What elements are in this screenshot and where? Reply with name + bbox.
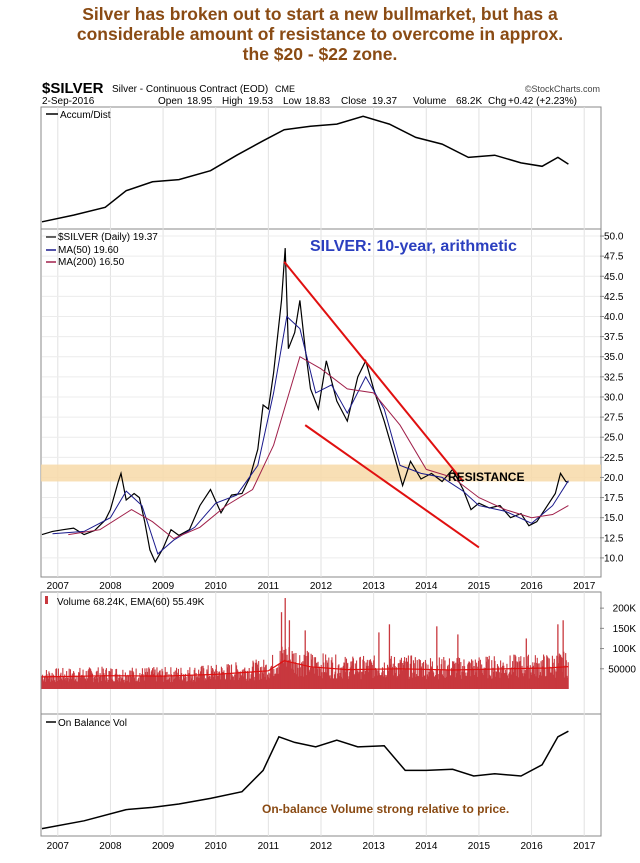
obv-note: On-balance Volume strong relative to pri…: [262, 802, 509, 816]
resistance-band: [41, 464, 601, 482]
low-value: 18.83: [305, 96, 330, 107]
x-tick-2011: 2011: [258, 841, 280, 852]
price-tick-20.0: 20.0: [604, 473, 624, 484]
x-tick-2017: 2017: [573, 581, 596, 592]
quote-row: Open 18.95 High 19.53 Low 18.83 Close 19…: [158, 96, 577, 107]
x-tick-2007: 2007: [47, 841, 70, 852]
x-tick-2014: 2014: [415, 841, 438, 852]
open-label: Open: [158, 96, 182, 107]
x-tick-2013: 2013: [363, 581, 386, 592]
volume-legend-swatch: [45, 596, 48, 604]
price-tick-32.5: 32.5: [604, 372, 624, 383]
lower-trendline: [304, 424, 480, 549]
volume-tick-50000: 50000: [608, 664, 636, 675]
volume-ema-line: [41, 660, 569, 678]
price-tick-15.0: 15.0: [604, 513, 624, 524]
x-tick-2016: 2016: [520, 581, 543, 592]
high-label: High: [222, 96, 243, 107]
x-tick-2013: 2013: [363, 841, 386, 852]
price-x-ticks: 2007 2008 2009 2010 2011 2012 2013 2014 2015 2016…: [47, 581, 596, 592]
watermark: ©StockCharts.com: [525, 84, 600, 94]
x-tick-2009: 2009: [152, 841, 175, 852]
upper-trendline: [283, 261, 464, 483]
headline: Silver has broken out to start a new bul…: [0, 4, 640, 64]
instrument-name: Silver - Continuous Contract (EOD): [112, 84, 268, 95]
x-tick-2007: 2007: [47, 581, 70, 592]
x-tick-2017: 2017: [573, 841, 596, 852]
volume-tick-200K: 200K: [613, 604, 637, 615]
headline-line-1: Silver has broken out to start a new bul…: [82, 4, 558, 24]
x-tick-2015: 2015: [468, 581, 491, 592]
volume-label: Volume: [413, 96, 447, 107]
ma50-legend: MA(50) 19.60: [58, 245, 119, 256]
price-tick-42.5: 42.5: [604, 292, 624, 303]
volume-tick-100K: 100K: [613, 644, 637, 655]
x-tick-2016: 2016: [520, 841, 543, 852]
close-label: Close: [341, 96, 367, 107]
obv-label: On Balance Vol: [58, 718, 127, 729]
price-tick-27.5: 27.5: [604, 413, 624, 424]
price-tick-45.0: 45.0: [604, 272, 624, 283]
open-value: 18.95: [187, 96, 212, 107]
price-tick-12.5: 12.5: [604, 533, 624, 544]
chg-label: Chg: [488, 96, 506, 107]
x-tick-2010: 2010: [205, 581, 228, 592]
price-tick-25.0: 25.0: [604, 433, 624, 444]
price-tick-22.5: 22.5: [604, 453, 624, 464]
x-tick-2012: 2012: [310, 581, 333, 592]
volume-label: Volume 68.24K, EMA(60) 55.49K: [57, 597, 205, 608]
price-tick-35.0: 35.0: [604, 352, 624, 363]
price-tick-40.0: 40.0: [604, 312, 624, 323]
x-tick-2014: 2014: [415, 581, 438, 592]
accum-label: Accum/Dist: [60, 110, 111, 121]
volume-tick-150K: 150K: [613, 624, 637, 635]
price-tick-17.5: 17.5: [604, 493, 624, 504]
obv-x-ticks: 2007 2008 2009 2010 2011 2012 2013 2014 2015 2016…: [47, 841, 596, 852]
close-value: 19.37: [372, 96, 397, 107]
low-label: Low: [283, 96, 302, 107]
price-line: [41, 248, 569, 564]
x-tick-2008: 2008: [99, 581, 122, 592]
ma200-line: [68, 355, 569, 540]
x-tick-2010: 2010: [205, 841, 228, 852]
x-tick-2011: 2011: [258, 581, 280, 592]
grid-lines: [42, 107, 600, 836]
price-legend: $SILVER (Daily) 19.37: [58, 232, 158, 243]
volume-value: 68.2K: [456, 96, 482, 107]
price-tick-47.5: 47.5: [604, 252, 624, 263]
volume-y-ticks: 50000 100K 150K 200K: [600, 604, 637, 675]
x-tick-2008: 2008: [99, 841, 122, 852]
resistance-label: RESISTANCE: [448, 470, 524, 484]
chg-value: +0.42 (+2.23%): [508, 96, 577, 107]
x-tick-2015: 2015: [468, 841, 491, 852]
price-tick-37.5: 37.5: [604, 332, 624, 343]
quote-date: 2-Sep-2016: [42, 96, 95, 107]
price-tick-50.0: 50.0: [604, 232, 624, 243]
ma200-legend: MA(200) 16.50: [58, 257, 125, 268]
price-y-ticks: 10.0 12.5 15.0 17.5 20.0 22.5 25.0 27.5 30.0 32.5…: [600, 232, 624, 564]
headline-line-2: considerable amount of resistance to ove…: [76, 24, 564, 44]
x-tick-2012: 2012: [310, 841, 333, 852]
accum-dist-line: [41, 115, 569, 223]
price-tick-30.0: 30.0: [604, 392, 624, 403]
price-chart-title: SILVER: 10-year, arithmetic: [310, 238, 517, 255]
headline-line-3: the $20 - $22 zone.: [242, 44, 398, 64]
exchange: CME: [275, 84, 295, 94]
obv-line: [41, 730, 569, 830]
high-value: 19.53: [248, 96, 273, 107]
symbol: $SILVER: [42, 80, 104, 97]
x-tick-2009: 2009: [152, 581, 175, 592]
price-tick-10.0: 10.0: [604, 553, 624, 564]
